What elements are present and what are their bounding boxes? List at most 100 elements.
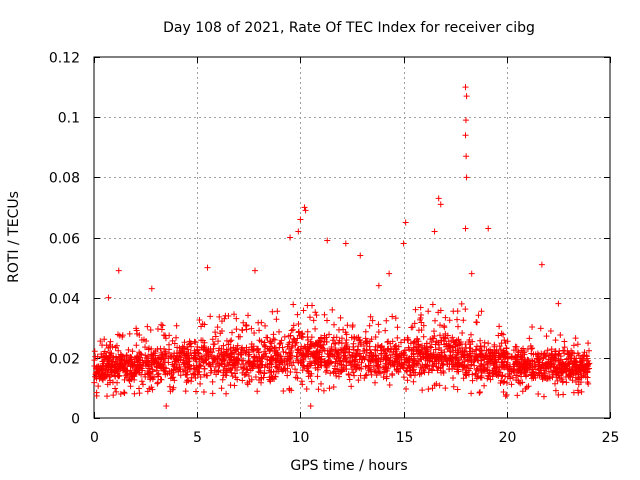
data-point bbox=[492, 359, 499, 366]
data-point bbox=[221, 315, 228, 322]
data-point bbox=[278, 337, 285, 344]
data-point bbox=[216, 313, 223, 320]
data-point bbox=[239, 377, 246, 384]
data-point bbox=[584, 374, 591, 381]
data-point bbox=[531, 372, 538, 379]
data-point bbox=[538, 261, 545, 268]
data-point bbox=[343, 337, 350, 344]
data-point bbox=[99, 342, 106, 349]
data-point bbox=[411, 338, 418, 345]
data-point bbox=[524, 346, 531, 353]
data-point bbox=[147, 370, 154, 377]
data-point bbox=[337, 314, 344, 321]
data-point bbox=[435, 309, 442, 316]
data-point bbox=[518, 353, 525, 360]
data-point bbox=[284, 343, 291, 350]
data-point bbox=[394, 324, 401, 331]
data-point bbox=[260, 341, 267, 348]
data-point bbox=[526, 335, 533, 342]
data-point bbox=[124, 374, 131, 381]
data-point bbox=[304, 302, 311, 309]
data-point bbox=[393, 368, 400, 375]
data-point bbox=[496, 369, 503, 376]
data-point bbox=[310, 317, 317, 324]
data-point bbox=[157, 345, 164, 352]
data-point bbox=[271, 336, 278, 343]
data-point bbox=[563, 356, 570, 363]
data-point bbox=[413, 362, 420, 369]
data-point bbox=[264, 356, 271, 363]
data-point bbox=[571, 360, 578, 367]
data-point bbox=[290, 359, 297, 366]
data-point bbox=[577, 379, 584, 386]
data-point bbox=[387, 345, 394, 352]
data-point bbox=[500, 388, 507, 395]
data-point bbox=[142, 358, 149, 365]
data-point bbox=[166, 383, 173, 390]
data-point bbox=[356, 350, 363, 357]
data-point bbox=[272, 373, 279, 380]
data-point bbox=[550, 371, 557, 378]
data-point bbox=[279, 344, 286, 351]
data-point bbox=[266, 376, 273, 383]
data-point bbox=[499, 372, 506, 379]
data-point bbox=[288, 327, 295, 334]
data-point bbox=[547, 327, 554, 334]
data-point bbox=[170, 374, 177, 381]
data-point bbox=[463, 174, 470, 181]
data-point bbox=[284, 365, 291, 372]
data-point bbox=[400, 240, 407, 247]
data-point bbox=[105, 294, 112, 301]
data-point bbox=[517, 352, 524, 359]
data-point bbox=[304, 328, 311, 335]
data-point bbox=[478, 308, 485, 315]
data-point bbox=[272, 345, 279, 352]
data-point bbox=[463, 93, 470, 100]
data-point bbox=[416, 369, 423, 376]
data-point bbox=[504, 338, 511, 345]
data-point bbox=[294, 311, 301, 318]
data-point bbox=[95, 363, 102, 370]
data-point bbox=[374, 369, 381, 376]
data-point bbox=[519, 388, 526, 395]
data-point bbox=[476, 389, 483, 396]
data-point bbox=[580, 372, 587, 379]
data-point bbox=[356, 337, 363, 344]
data-point bbox=[478, 369, 485, 376]
data-point bbox=[366, 322, 373, 329]
data-point bbox=[368, 336, 375, 343]
data-point bbox=[329, 337, 336, 344]
data-point bbox=[233, 315, 240, 322]
data-point bbox=[338, 335, 345, 342]
data-point bbox=[290, 322, 297, 329]
data-point bbox=[165, 355, 172, 362]
data-point bbox=[405, 336, 412, 343]
data-point bbox=[377, 358, 384, 365]
data-point bbox=[435, 358, 442, 365]
data-point bbox=[375, 361, 382, 368]
data-point bbox=[306, 314, 313, 321]
data-point bbox=[348, 334, 355, 341]
data-point bbox=[329, 306, 336, 313]
data-point bbox=[180, 359, 187, 366]
data-point bbox=[219, 376, 226, 383]
data-point bbox=[407, 367, 414, 374]
data-point bbox=[511, 361, 518, 368]
data-point bbox=[288, 387, 295, 394]
data-point bbox=[528, 371, 535, 378]
data-point bbox=[424, 351, 431, 358]
data-point bbox=[315, 386, 322, 393]
data-point bbox=[201, 365, 208, 372]
data-point bbox=[91, 357, 98, 364]
data-point bbox=[476, 351, 483, 358]
data-point bbox=[142, 352, 149, 359]
data-point bbox=[462, 341, 469, 348]
data-point bbox=[324, 237, 331, 244]
data-point bbox=[535, 390, 542, 397]
data-point bbox=[277, 340, 284, 347]
data-point bbox=[307, 358, 314, 365]
data-point bbox=[287, 369, 294, 376]
data-point bbox=[497, 346, 504, 353]
data-point bbox=[446, 317, 453, 324]
data-point bbox=[298, 333, 305, 340]
